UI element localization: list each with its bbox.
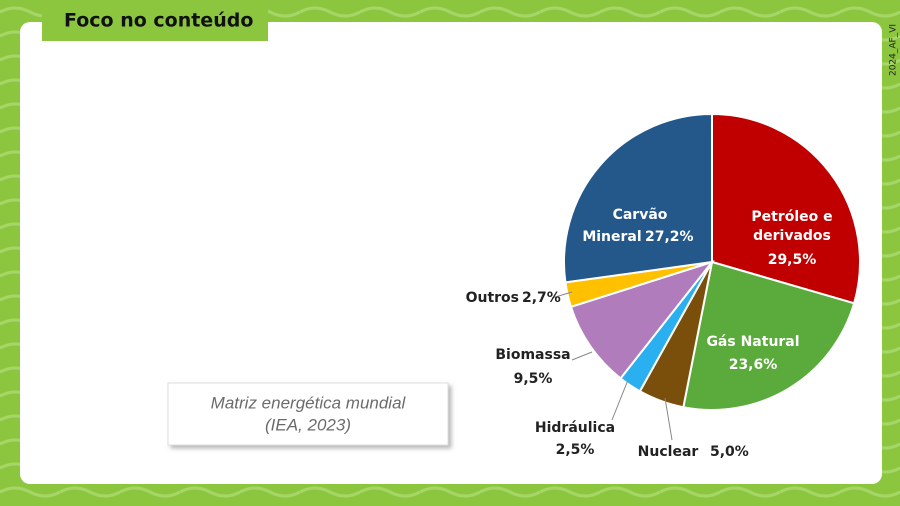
caption-line: Matriz energética mundial bbox=[211, 393, 407, 412]
slice-value-label: 27,2% bbox=[645, 229, 694, 245]
pie-slice bbox=[711, 112, 861, 305]
slice-value-label: 2,5% bbox=[556, 442, 595, 458]
pie-slice bbox=[563, 112, 713, 284]
slice-value-label: 5,0% bbox=[710, 444, 749, 460]
slide-code: 2024_AF_VI bbox=[889, 24, 899, 76]
slice-label: Biomassa bbox=[495, 347, 570, 363]
header-title: Foco no conteúdo bbox=[64, 10, 253, 32]
slice-value-label: 29,5% bbox=[768, 252, 817, 268]
slice-value-label: 2,7% bbox=[522, 290, 561, 306]
slice-label: Gás Natural bbox=[706, 334, 799, 350]
slice-label: Carvão Mineral bbox=[582, 207, 667, 245]
slice-label: Petróleo e derivados bbox=[751, 209, 832, 244]
slice-label: Hidráulica bbox=[535, 420, 615, 436]
leader-lines bbox=[551, 291, 673, 441]
caption-line: (IEA, 2023) bbox=[265, 415, 351, 434]
slice-value-label: 23,6% bbox=[729, 357, 778, 373]
pie-slice bbox=[569, 260, 715, 380]
slice-value-label: 9,5% bbox=[514, 371, 553, 387]
slice-label: Outros bbox=[466, 290, 519, 306]
caption-box bbox=[167, 382, 449, 446]
slice-label: Nuclear bbox=[638, 444, 699, 460]
header-tab bbox=[42, 4, 268, 41]
pie-slice bbox=[682, 260, 856, 411]
